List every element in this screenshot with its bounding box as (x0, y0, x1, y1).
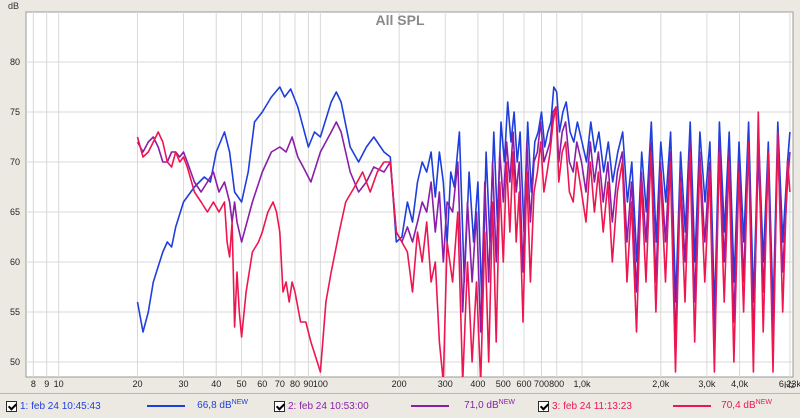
x-tick-label: 8 (31, 379, 36, 389)
x-tick-label: 80 (290, 379, 300, 389)
x-tick-label: 400 (470, 379, 485, 389)
legend-checkbox-2[interactable] (274, 400, 285, 412)
x-tick-label: 3,0k (698, 379, 716, 389)
series-line-2 (136, 106, 791, 343)
legend-value-2: 71,0 dBNEW (464, 399, 515, 411)
x-tick-label: 50 (237, 379, 247, 389)
x-tick-label: 90 (303, 379, 313, 389)
x-tick-label: 9 (44, 379, 49, 389)
x-tick-label: 600 (516, 379, 531, 389)
legend-checkbox-1[interactable] (6, 400, 17, 412)
legend-new-badge: NEW (498, 399, 515, 406)
legend-series-name: 1: feb 24 10:45:43 (20, 400, 101, 412)
legend-checkbox-3[interactable] (538, 400, 549, 412)
x-tick-label: 2,0k (652, 379, 670, 389)
series-layer (136, 86, 791, 377)
spl-chart: 50 55 60 65 70 75 80 8 9 10 20 30 40 50 60 70 80 90 100 200… (8, 1, 800, 390)
y-tick-label: 55 (10, 307, 20, 317)
legend-item-3[interactable]: 3: feb 24 11:13:23 (538, 394, 632, 418)
y-tick-label: 70 (10, 157, 20, 167)
x-tick-label: 700 (534, 379, 549, 389)
legend-item-2[interactable]: 2: feb 24 10:53:00 (274, 394, 369, 418)
legend-value-text: 66,8 dB (197, 400, 232, 411)
legend-swatch-1 (147, 405, 185, 407)
legend-new-badge: NEW (231, 399, 248, 406)
x-tick-label: 100 (313, 379, 328, 389)
y-tick-label: 75 (10, 107, 20, 117)
legend-item-1[interactable]: 1: feb 24 10:45:43 (6, 394, 101, 418)
chart-title: All SPL (375, 12, 424, 28)
legend-value-text: 70,4 dB (721, 400, 756, 411)
legend-series-name: 3: feb 24 11:13:23 (552, 400, 632, 412)
legend-series-name: 2: feb 24 10:53:00 (288, 400, 369, 412)
x-tick-label: 200 (392, 379, 407, 389)
x-tick-label: 60 (257, 379, 267, 389)
x-axis-unit-label: Hz (784, 380, 795, 390)
legend-new-badge: NEW (755, 399, 772, 406)
y-tick-label: 65 (10, 207, 20, 217)
y-tick-label: 80 (10, 57, 20, 67)
legend-value-1: 66,8 dBNEW (197, 399, 248, 411)
x-tick-label: 300 (438, 379, 453, 389)
legend-swatch-2 (411, 405, 449, 407)
y-tick-label: 60 (10, 257, 20, 267)
x-tick-label: 500 (496, 379, 511, 389)
grid (26, 12, 793, 377)
legend-value-3: 70,4 dBNEW (721, 399, 772, 411)
x-tick-label: 4,0k (731, 379, 749, 389)
x-tick-label: 10 (54, 379, 64, 389)
x-tick-label: 800 (549, 379, 564, 389)
y-tick-label: 50 (10, 357, 20, 367)
series-line-3 (136, 106, 791, 377)
x-tick-label: 30 (179, 379, 189, 389)
x-tick-label: 1,0k (574, 379, 592, 389)
legend-swatch-3 (673, 405, 711, 407)
x-tick-label: 40 (211, 379, 221, 389)
x-tick-label: 20 (132, 379, 142, 389)
x-tick-label: 6,23k (779, 379, 800, 389)
y-axis-unit-label: dB (8, 1, 19, 11)
legend-bar: 1: feb 24 10:45:43 66,8 dBNEW 2: feb 24 10… (0, 393, 800, 418)
legend-value-text: 71,0 dB (464, 400, 499, 411)
x-tick-label: 70 (275, 379, 285, 389)
